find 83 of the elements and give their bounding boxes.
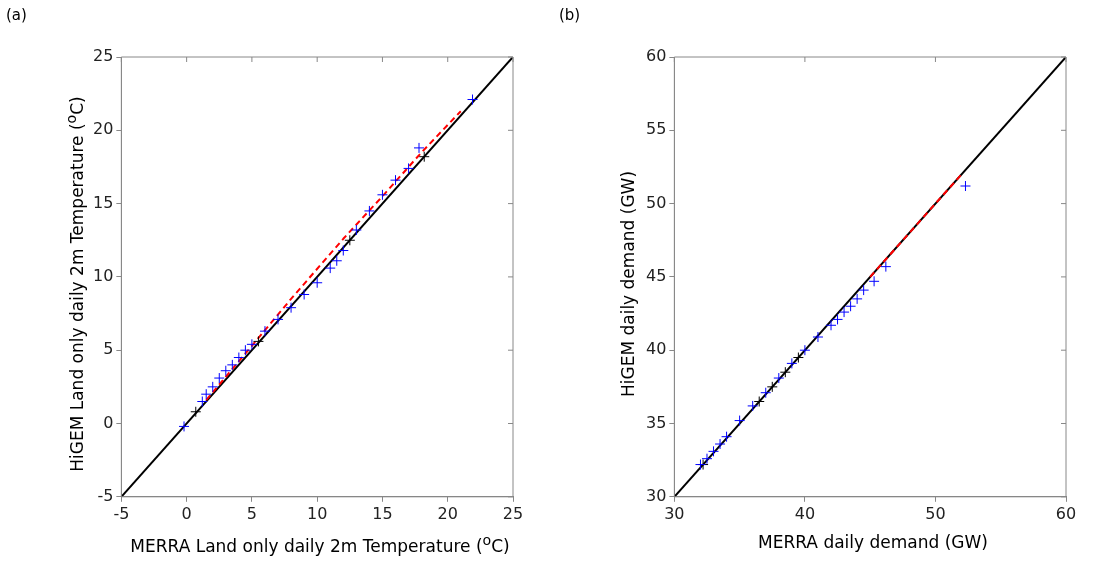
point	[390, 174, 402, 186]
y-tick-label: 5	[103, 339, 114, 359]
x-axis-title: MERRA daily demand (GW)	[757, 532, 989, 552]
point	[220, 365, 232, 377]
point	[721, 431, 733, 443]
point	[812, 331, 824, 343]
y-tick-label: 0	[103, 412, 114, 432]
point	[311, 277, 323, 289]
x-tick-label: 20	[437, 503, 458, 523]
point	[403, 162, 415, 174]
y-tick-label: 20	[93, 119, 114, 139]
point	[376, 189, 388, 201]
y-tick-label: 45	[646, 266, 667, 286]
point	[350, 224, 362, 236]
point	[851, 293, 863, 305]
point	[213, 372, 225, 384]
point	[747, 400, 759, 412]
y-tick-label: 30	[646, 485, 667, 505]
point	[239, 344, 251, 356]
y-axis-title: HiGEM daily demand (GW)	[618, 170, 638, 398]
y-tick-label: 60	[646, 46, 667, 66]
point	[858, 284, 870, 296]
point	[246, 338, 258, 350]
point	[259, 325, 271, 337]
x-tick-label: 15	[372, 503, 393, 523]
point	[825, 319, 837, 331]
point	[708, 445, 720, 457]
point	[207, 381, 219, 393]
point	[845, 300, 857, 312]
point	[880, 261, 892, 273]
y-tick-label: -5	[97, 485, 114, 505]
point	[838, 306, 850, 318]
point	[226, 359, 238, 371]
point	[196, 396, 208, 408]
point	[734, 415, 746, 427]
point	[786, 357, 798, 369]
line-series	[205, 110, 462, 402]
line-series	[869, 173, 963, 278]
point	[337, 245, 349, 257]
x-tick-label: 30	[664, 503, 685, 523]
point	[418, 151, 430, 163]
point	[331, 255, 343, 267]
point	[272, 313, 284, 325]
y-tick-label: 25	[93, 46, 114, 66]
point	[773, 372, 785, 384]
point	[252, 335, 264, 347]
point	[190, 406, 202, 418]
point	[233, 352, 245, 364]
point	[701, 453, 713, 465]
x-tick-label: 0	[181, 503, 192, 523]
point	[298, 288, 310, 300]
y-tick-label: 35	[646, 412, 667, 432]
chart-title: (b)	[559, 6, 581, 24]
point	[324, 262, 336, 274]
chart-title: (a)	[6, 6, 27, 24]
point	[792, 352, 804, 364]
point	[200, 388, 212, 400]
point	[178, 420, 190, 432]
point	[766, 381, 778, 393]
x-tick-label: 5	[246, 503, 257, 523]
point	[959, 180, 971, 192]
y-tick-label: 55	[646, 119, 667, 139]
y-tick-label: 40	[646, 339, 667, 359]
point	[832, 313, 844, 325]
point	[344, 234, 356, 246]
x-tick-label: 10	[307, 503, 328, 523]
point	[799, 344, 811, 356]
y-tick-label: 10	[93, 266, 114, 286]
x-tick-label: 50	[925, 503, 946, 523]
point	[413, 142, 425, 154]
point	[363, 205, 375, 217]
point	[753, 396, 765, 408]
point	[779, 366, 791, 378]
x-axis-title: MERRA Land only daily 2m Temperature ($^{o}$C)	[129, 532, 511, 556]
point	[868, 275, 880, 287]
x-tick-label: 60	[1055, 503, 1077, 523]
y-tick-label: 15	[93, 192, 114, 212]
point	[760, 387, 772, 399]
point	[714, 438, 726, 450]
x-tick-label: 25	[502, 503, 524, 523]
y-tick-label: 50	[646, 192, 667, 212]
x-tick-label: 40	[794, 503, 816, 523]
point	[285, 302, 297, 314]
